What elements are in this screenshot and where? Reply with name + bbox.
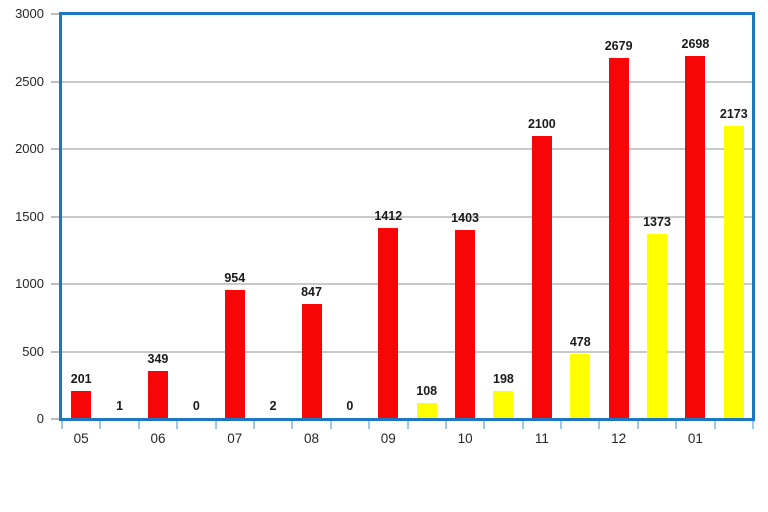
x-axis-category-label: 10 bbox=[457, 431, 473, 446]
x-axis-tick bbox=[329, 421, 332, 429]
bar-value-label: 349 bbox=[147, 352, 169, 366]
x-axis-tick bbox=[636, 421, 639, 429]
yellow-series-bar bbox=[647, 234, 668, 418]
yellow-series-bar bbox=[570, 354, 591, 418]
y-axis-tick bbox=[51, 80, 59, 83]
x-axis-category-label: 09 bbox=[380, 431, 396, 446]
gridline bbox=[62, 350, 753, 353]
bar-value-label: 1403 bbox=[451, 211, 479, 225]
bar-value-label: 954 bbox=[224, 271, 246, 285]
x-axis-tick bbox=[752, 421, 754, 429]
red-series-bar bbox=[685, 56, 706, 418]
plot-frame bbox=[59, 12, 755, 421]
bar-value-label: 1373 bbox=[643, 215, 671, 229]
x-axis-tick bbox=[675, 421, 678, 429]
x-axis-category-label: 08 bbox=[304, 431, 320, 446]
red-series-bar bbox=[531, 136, 552, 418]
bar-value-label: 1412 bbox=[374, 209, 403, 223]
x-axis-tick bbox=[137, 421, 140, 429]
bar-value-label: 1 bbox=[116, 399, 124, 413]
x-axis-category-label: 01 bbox=[687, 431, 703, 446]
y-axis-tick-label: 500 bbox=[22, 343, 44, 359]
x-axis-tick bbox=[252, 421, 255, 429]
gridline bbox=[62, 283, 753, 285]
red-series-bar bbox=[147, 371, 168, 418]
bar-value-label: 2100 bbox=[527, 117, 556, 131]
x-axis-tick bbox=[368, 421, 371, 429]
x-axis-tick bbox=[713, 421, 716, 429]
bar-value-label: 847 bbox=[301, 285, 322, 299]
y-axis-tick-label: 2000 bbox=[15, 141, 44, 156]
y-axis-tick-label: 1500 bbox=[15, 208, 44, 224]
x-axis-tick bbox=[214, 421, 217, 429]
bar-value-label: 0 bbox=[192, 399, 200, 413]
x-axis-tick bbox=[521, 421, 524, 429]
x-axis-category-label: 05 bbox=[73, 431, 89, 446]
y-axis-tick-label: 2500 bbox=[15, 73, 44, 89]
red-series-bar bbox=[455, 230, 476, 418]
red-series-bar bbox=[301, 304, 322, 418]
y-axis-tick-label: 0 bbox=[36, 411, 44, 426]
y-axis-tick bbox=[51, 215, 59, 218]
x-axis-tick bbox=[483, 421, 486, 429]
y-axis-tick-label: 3000 bbox=[15, 6, 44, 21]
bar-value-label: 108 bbox=[416, 384, 438, 398]
y-axis-tick-label: 1000 bbox=[15, 276, 44, 291]
bar-value-label: 478 bbox=[569, 335, 591, 349]
x-axis-tick bbox=[99, 421, 102, 429]
yellow-series-bar bbox=[723, 126, 744, 418]
bar-value-label: 2698 bbox=[681, 37, 710, 51]
gridline bbox=[62, 215, 753, 218]
gridline bbox=[62, 80, 753, 83]
bar-value-label: 0 bbox=[346, 399, 354, 413]
gridline bbox=[62, 148, 753, 150]
y-axis-tick bbox=[51, 350, 59, 353]
x-axis-category-label: 11 bbox=[534, 431, 549, 446]
x-axis-category-label: 06 bbox=[150, 431, 166, 446]
bar-value-label: 2 bbox=[269, 399, 277, 413]
x-axis-category-label: 12 bbox=[611, 431, 627, 446]
x-axis-tick bbox=[406, 421, 409, 429]
y-axis-tick bbox=[51, 13, 59, 15]
x-axis-tick bbox=[598, 421, 601, 429]
y-axis-tick bbox=[51, 418, 59, 420]
y-axis-tick bbox=[51, 148, 59, 150]
yellow-series-bar bbox=[416, 403, 437, 418]
x-axis-category-label: 07 bbox=[227, 431, 243, 446]
red-series-bar bbox=[71, 391, 92, 418]
red-series-bar bbox=[224, 290, 245, 418]
bar-value-label: 198 bbox=[493, 372, 514, 386]
bar-value-label: 2173 bbox=[719, 107, 748, 121]
red-series-bar bbox=[608, 58, 629, 418]
x-axis-tick bbox=[176, 421, 179, 429]
bar-value-label: 201 bbox=[70, 372, 92, 386]
x-axis-tick bbox=[444, 421, 447, 429]
y-axis-tick bbox=[51, 283, 59, 285]
x-axis-tick bbox=[560, 421, 563, 429]
x-axis-tick bbox=[291, 421, 294, 429]
yellow-series-bar bbox=[493, 391, 514, 418]
x-axis-tick bbox=[61, 421, 63, 429]
bar-value-label: 2679 bbox=[604, 39, 633, 53]
red-series-bar bbox=[378, 228, 399, 418]
